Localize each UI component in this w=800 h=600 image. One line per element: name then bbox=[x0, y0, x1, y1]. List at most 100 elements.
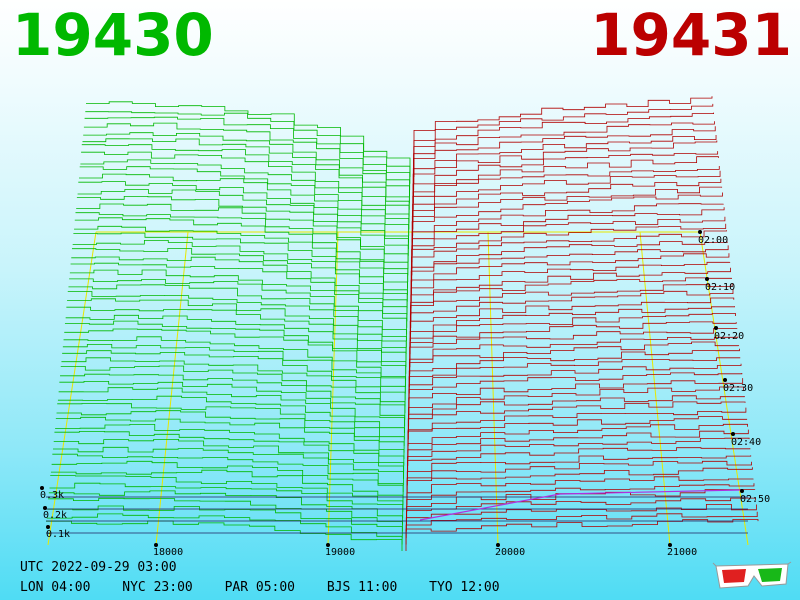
ask-depth-line bbox=[407, 423, 748, 466]
ask-depth-line bbox=[406, 476, 754, 512]
ask-depth-line bbox=[406, 467, 753, 506]
ask-depth-line bbox=[408, 348, 740, 401]
ask-depth-line bbox=[410, 283, 733, 342]
timezone-par: PAR 05:00 bbox=[224, 580, 296, 595]
bid-depth-line bbox=[82, 138, 410, 210]
grid-right-edge bbox=[699, 231, 749, 546]
bid-depth-line bbox=[51, 460, 404, 499]
ask-depth-line bbox=[413, 126, 716, 204]
bid-depth-line bbox=[59, 380, 406, 427]
timezone-bjs: BJS 11:00 bbox=[326, 580, 398, 595]
ask-depth-line bbox=[407, 407, 747, 453]
ask-price: 19431 bbox=[590, 1, 792, 69]
ask-depth-line bbox=[409, 306, 735, 361]
3d-glasses-icon[interactable] bbox=[712, 560, 792, 592]
ask-depth-line bbox=[407, 437, 750, 479]
bid-depth-line bbox=[69, 269, 408, 328]
x-tick-dot bbox=[154, 543, 158, 547]
bid-depth-line bbox=[76, 195, 409, 263]
x-tick-dot bbox=[326, 543, 330, 547]
bid-depth-line bbox=[74, 217, 409, 282]
bid-depth-line bbox=[60, 365, 406, 414]
timezone-lon: LON 04:00 bbox=[20, 580, 91, 595]
bid-depth-line bbox=[70, 262, 408, 322]
bid-depth-line bbox=[83, 132, 410, 204]
ask-depth-line bbox=[407, 416, 748, 460]
timezone-nyc: NYC 23:00 bbox=[122, 580, 193, 595]
bid-depth-line bbox=[48, 497, 403, 532]
time-tick-dot bbox=[714, 326, 718, 330]
ask-depth-line bbox=[408, 378, 744, 427]
ask-depth-line bbox=[410, 245, 729, 309]
ask-depth-line bbox=[412, 166, 720, 237]
ask-depth-line bbox=[409, 289, 734, 348]
ask-depth-line bbox=[405, 503, 757, 538]
ask-depth-line bbox=[408, 363, 742, 414]
time-tick-dot bbox=[705, 277, 709, 281]
bid-depth-line bbox=[61, 357, 406, 407]
bid-depth-line bbox=[57, 403, 405, 447]
ask-depth-line bbox=[405, 511, 758, 545]
ask-depth-line bbox=[407, 429, 749, 473]
time-tick-label: 02:20 bbox=[714, 331, 744, 342]
ask-depth-line bbox=[413, 121, 715, 197]
ask-depth-line bbox=[412, 135, 717, 210]
bid-depth-line bbox=[46, 520, 403, 551]
bid-depth-line bbox=[62, 343, 406, 394]
ask-depth-line bbox=[409, 321, 737, 374]
bid-depth-line bbox=[67, 298, 407, 355]
bid-depth-line bbox=[50, 469, 404, 506]
bid-depth-line bbox=[57, 395, 405, 440]
ask-depth-line bbox=[412, 178, 722, 250]
ask-depth-line bbox=[411, 223, 727, 289]
ask-depth-line bbox=[410, 267, 731, 328]
x-tick-label: 19000 bbox=[325, 547, 355, 558]
bid-depth-line bbox=[81, 151, 410, 223]
ask-depth-line bbox=[408, 372, 743, 420]
ask-depth-line bbox=[410, 241, 728, 302]
bid-depth-line bbox=[79, 166, 410, 237]
bid-price: 19430 bbox=[12, 1, 214, 69]
bid-depth-line bbox=[56, 410, 405, 453]
bid-depth-line bbox=[47, 505, 403, 538]
bid-depth-line bbox=[67, 291, 407, 348]
time-tick-label: 02:30 bbox=[723, 383, 753, 394]
ask-depth-line bbox=[411, 230, 727, 296]
ask-depth-line bbox=[412, 170, 721, 243]
bid-depth-line bbox=[69, 278, 408, 335]
bid-depth-line bbox=[77, 189, 409, 256]
grid-vline bbox=[327, 231, 339, 546]
time-tick-dot bbox=[723, 378, 727, 382]
ask-depth-line bbox=[412, 151, 719, 223]
bid-depth-line bbox=[55, 423, 405, 466]
y-tick-label: 0.2k bbox=[43, 510, 67, 521]
ask-depth-line bbox=[411, 207, 725, 276]
x-tick-label: 21000 bbox=[667, 547, 697, 558]
bid-depth-line bbox=[80, 159, 410, 230]
utc-timestamp: UTC 2022-09-29 03:00 bbox=[20, 560, 177, 575]
bid-depth-line bbox=[71, 256, 408, 315]
y-tick-dot bbox=[46, 525, 50, 529]
bid-depth-line bbox=[74, 225, 409, 289]
ask-depth-line bbox=[406, 455, 752, 492]
bid-depth-line bbox=[63, 336, 406, 387]
x-tick-dot bbox=[668, 543, 672, 547]
bid-depth-line bbox=[65, 314, 407, 368]
y-tick-dot bbox=[40, 486, 44, 490]
bid-depth-line bbox=[62, 350, 406, 401]
ask-depth-line bbox=[409, 336, 739, 387]
ask-depth-line bbox=[410, 253, 730, 315]
ask-depth-line bbox=[406, 460, 752, 499]
ask-depth-line bbox=[406, 497, 756, 532]
bid-depth-line bbox=[50, 475, 404, 512]
ask-depth-line bbox=[412, 156, 719, 230]
bid-depth-line bbox=[68, 284, 407, 342]
bid-depth-line bbox=[71, 248, 408, 309]
bid-depth-line bbox=[84, 116, 411, 191]
bid-depth-line bbox=[49, 482, 404, 519]
bid-depth-line bbox=[53, 446, 404, 486]
bid-depth-line bbox=[52, 453, 404, 492]
bid-depth-line bbox=[78, 173, 409, 243]
ask-depth-line bbox=[410, 277, 732, 335]
ask-depth-line bbox=[412, 140, 718, 217]
